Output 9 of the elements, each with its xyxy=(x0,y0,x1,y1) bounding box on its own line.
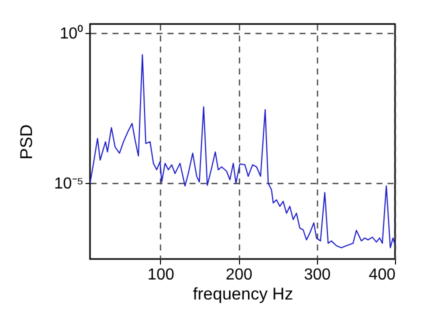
line-series xyxy=(90,54,395,248)
x-tick-label: 100 xyxy=(148,266,174,284)
x-tick-label: 400 xyxy=(368,266,396,284)
x-tick-label: 200 xyxy=(226,266,253,284)
y-tick-label: 10⁰ xyxy=(60,24,84,43)
x-axis-title: frequency Hz xyxy=(192,284,294,304)
y-tick-label: 10⁻⁵ xyxy=(54,176,84,193)
x-tick-label: 300 xyxy=(304,266,331,284)
y-axis-title: PSD xyxy=(17,124,36,160)
